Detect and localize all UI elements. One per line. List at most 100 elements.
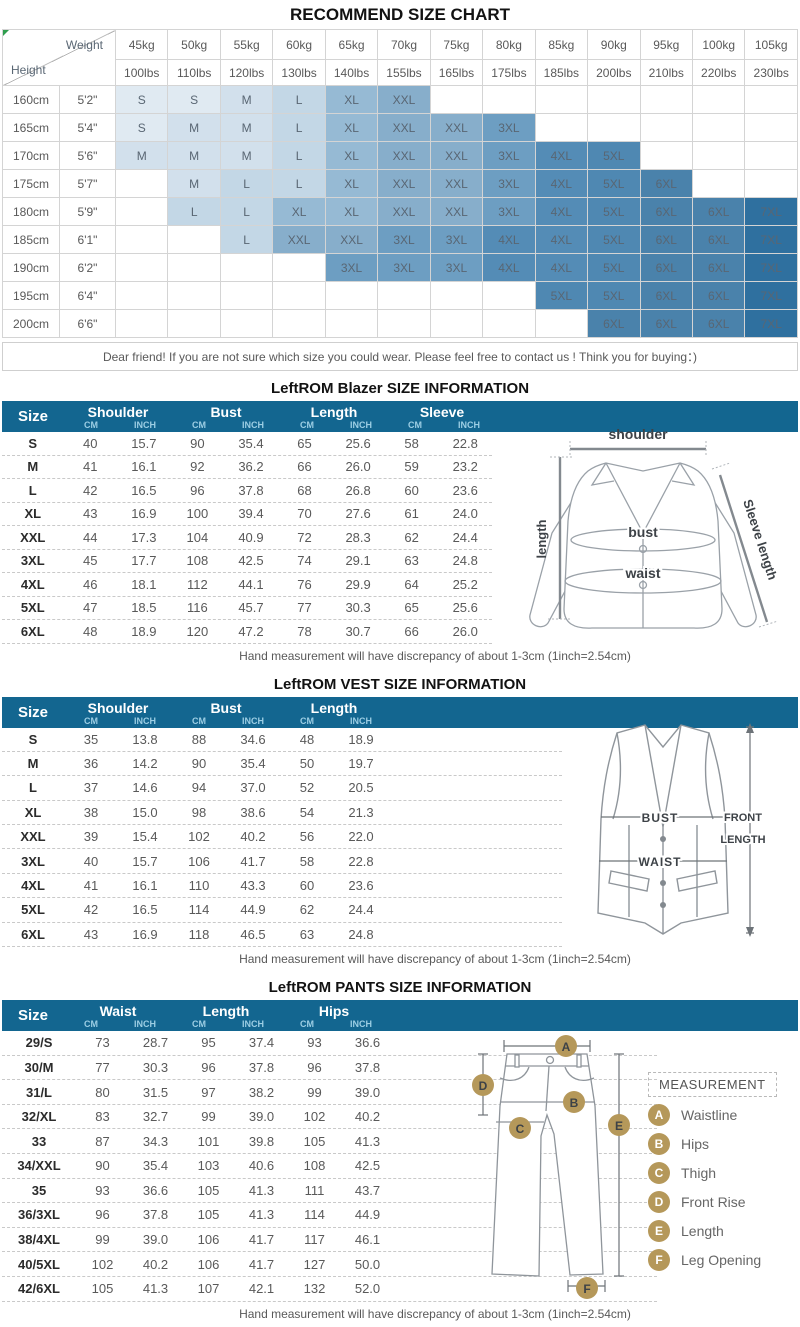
measure-value: 116 <box>187 600 208 616</box>
measure-value: 63 <box>299 926 315 942</box>
measure-value: 19.7 <box>348 756 374 772</box>
column-group-header: Shoulder CM INCH <box>64 405 172 432</box>
vest-front-length-label-1: FRONT <box>724 812 762 824</box>
svg-text:B: B <box>570 1096 579 1110</box>
measure-value: 37 <box>83 780 99 796</box>
measure-value: 24.4 <box>348 902 374 918</box>
measure-value: 23.2 <box>452 459 478 475</box>
size-cell <box>534 85 589 114</box>
size-cell <box>167 309 221 338</box>
size-cell <box>534 113 589 142</box>
unit-row: CM INCH <box>64 1019 172 1031</box>
measure-value: 40 <box>83 853 99 869</box>
size-cell <box>324 309 379 338</box>
measure-value: 14.6 <box>132 780 158 796</box>
row-size-label: 5XL <box>20 600 45 616</box>
table-row: S 35 13.8 88 34.6 48 18.9 <box>2 728 562 752</box>
row-size-label: 34/XXL <box>17 1158 61 1174</box>
measure-value: 65 <box>297 435 312 451</box>
group-label: Waist <box>99 1003 137 1020</box>
vest-title: LeftROM VEST SIZE INFORMATION <box>273 675 527 693</box>
legend-items: A Waistline B Hips C Thigh D Front Rise E Length F… <box>648 1104 800 1272</box>
size-cell: M <box>167 113 221 142</box>
vest-bust-label: BUST <box>642 811 679 825</box>
measure-value: 43.7 <box>354 1182 381 1198</box>
size-cell: M <box>114 141 169 170</box>
measure-value: 76 <box>297 576 312 592</box>
measure-value: 36.6 <box>354 1035 381 1051</box>
measure-value: 20.5 <box>348 780 374 796</box>
row-size-label: 36/3XL <box>18 1207 60 1223</box>
pants-table-rows: 29/S 73 28.7 95 37.4 93 36.6 30/M 77 30.3 96 37.8 96… <box>2 1031 800 1302</box>
height-cm-cell: 185cm <box>2 225 60 254</box>
measure-value: 44.9 <box>354 1207 381 1223</box>
measure-value: 40.6 <box>248 1158 275 1174</box>
size-cell <box>167 225 221 254</box>
size-cell: L <box>167 197 221 226</box>
size-cell <box>482 281 536 310</box>
measure-value: 96 <box>95 1207 110 1223</box>
measure-value: 118 <box>188 926 210 942</box>
measure-value: 25.2 <box>452 576 478 592</box>
svg-text:F: F <box>583 1282 590 1296</box>
size-cell <box>482 85 536 114</box>
size-cell: 3XL <box>482 113 536 142</box>
measure-value: 44.1 <box>238 576 264 592</box>
measure-value: 103 <box>197 1158 220 1174</box>
measure-value: 59 <box>404 459 419 475</box>
size-cell: XL <box>272 197 326 226</box>
size-cell <box>587 113 641 142</box>
size-cell: XL <box>324 197 379 226</box>
size-cell: XXL <box>429 169 484 198</box>
pants-measure-note: Hand measurement will have discrepancy o… <box>239 1306 631 1321</box>
measure-value: 24.0 <box>452 506 478 522</box>
measure-value: 27.6 <box>345 506 371 522</box>
contact-note: Dear friend! If you are not sure which s… <box>2 342 798 371</box>
measure-value: 48 <box>83 623 98 639</box>
weight-kg-cell: 70kg <box>377 29 431 60</box>
chart-row: 200cm 6'6" 6XL 6XL 6XL 7XL <box>2 309 798 338</box>
measure-value: 37.8 <box>238 482 264 498</box>
measure-value: 21.3 <box>348 804 374 820</box>
measure-value: 41.3 <box>354 1133 381 1149</box>
pants-table-header: Size Waist CM INCH Length CM INCH Hips CM INCH <box>2 1000 798 1032</box>
size-cell: 5XL <box>587 225 641 254</box>
measure-value: 25.6 <box>452 600 478 616</box>
vest-diagram: BUST WAIST FRONT LENGTH <box>597 722 768 937</box>
height-ft-cell: 6'6" <box>59 309 116 338</box>
chart-row: 170cm 5'6" M M M L XL XXL XXL 3XL 4XL 5XL <box>2 141 798 170</box>
unit-cm-label: CM <box>300 1019 314 1030</box>
measure-value: 29.1 <box>345 553 371 569</box>
row-size-label: XL <box>24 506 42 522</box>
height-cm-cell: 175cm <box>2 169 60 198</box>
blazer-diagram: shoulder length bust waist Sleeve length <box>529 426 780 629</box>
measure-value: 47.2 <box>238 623 264 639</box>
measure-value: 43 <box>83 506 98 522</box>
size-cell: L <box>272 113 326 142</box>
measure-value: 120 <box>186 623 209 639</box>
row-size-label: 6XL <box>20 623 45 639</box>
measure-value: 38.6 <box>240 804 266 820</box>
measure-value: 24.8 <box>452 553 478 569</box>
size-cell <box>744 113 798 142</box>
size-cell <box>691 85 746 114</box>
table-row: S 40 15.7 90 35.4 65 25.6 58 22.8 <box>2 432 492 456</box>
measure-value: 28.3 <box>345 529 371 545</box>
size-cell: 6XL <box>639 197 693 226</box>
measure-value: 18.5 <box>131 600 157 616</box>
size-cell <box>482 309 536 338</box>
height-ft-cell: 5'6" <box>59 141 116 170</box>
measure-value: 94 <box>191 780 207 796</box>
size-cell <box>587 85 641 114</box>
row-size-label: S <box>28 435 38 451</box>
measure-value: 18.9 <box>131 623 157 639</box>
row-size-label: XXL <box>20 529 46 545</box>
size-cell <box>377 281 431 310</box>
size-cell: 6XL <box>587 309 641 338</box>
size-cell: M <box>219 141 274 170</box>
table-row: L 37 14.6 94 37.0 52 20.5 <box>2 776 562 801</box>
weight-kg-cell: 85kg <box>534 29 589 60</box>
measure-value: 16.5 <box>131 482 157 498</box>
weight-kg-cell: 80kg <box>482 29 536 60</box>
measure-value: 58 <box>299 853 315 869</box>
